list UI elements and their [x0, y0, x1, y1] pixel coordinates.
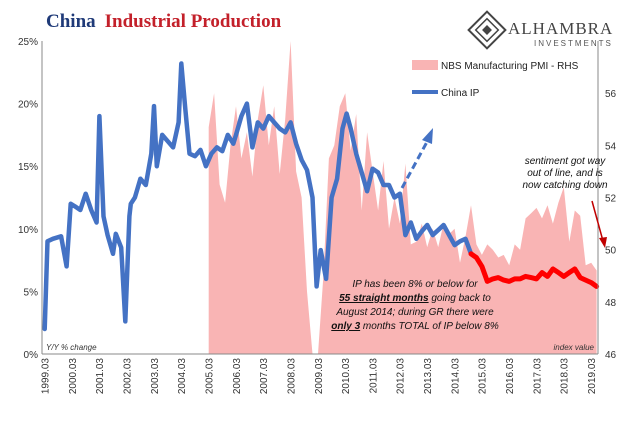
ip-note-highlight-months: 55 straight months — [339, 293, 429, 304]
x-tick-label: 2011.03 — [368, 358, 379, 394]
left-tick-label: 5% — [24, 287, 39, 298]
x-tick-label: 2009.03 — [314, 358, 325, 395]
x-tick-label: 2016.03 — [505, 358, 516, 395]
ip-note-highlight-only3: only 3 — [331, 321, 360, 332]
x-axis-ticks: 1999.03 2000.03 2001.03 2002.03 2003.03 2004.… — [41, 358, 598, 395]
right-tick-label: 48 — [605, 298, 617, 309]
right-tick-label: 52 — [605, 194, 617, 205]
left-tick-label: 20% — [18, 100, 38, 111]
right-tick-label: 56 — [605, 89, 617, 100]
x-tick-label: 2018.03 — [560, 358, 571, 395]
sentiment-note-line1: sentiment got way — [525, 156, 607, 167]
ip-line-blue — [42, 61, 474, 332]
chart-title: China Industrial Production — [46, 11, 282, 32]
left-axis-note: Y/Y % change — [46, 343, 97, 352]
logo-emblem-icon — [467, 10, 507, 50]
right-tick-label: 54 — [605, 141, 617, 152]
sentiment-note-line2: out of line, and is — [527, 168, 603, 179]
x-tick-label: 2003.03 — [150, 358, 161, 395]
x-tick-label: 2004.03 — [177, 358, 188, 395]
x-tick-label: 2015.03 — [478, 358, 489, 395]
x-tick-label: 2017.03 — [532, 358, 543, 395]
title-part-china: China — [46, 11, 96, 32]
alhambra-logo: ALHAMBRA INVESTMENTS — [467, 10, 613, 50]
legend-ip-label: China IP — [441, 88, 480, 99]
ip-line-layer — [42, 61, 600, 332]
title-part-ip: Industrial Production — [105, 11, 282, 32]
right-axis-ticks: 46 48 50 52 54 56 — [605, 89, 617, 361]
left-tick-label: 15% — [18, 162, 38, 173]
x-tick-label: 2001.03 — [95, 358, 106, 395]
legend-pmi-label: NBS Manufacturing PMI - RHS — [441, 61, 579, 72]
x-tick-label: 2008.03 — [286, 358, 297, 395]
ip-note-line1: IP has been 8% or below for — [352, 279, 478, 290]
downward-red-arrow-icon — [591, 200, 607, 248]
left-tick-label: 10% — [18, 225, 38, 236]
ip-note-line2: 55 straight months going back to — [339, 293, 491, 304]
logo-name: ALHAMBRA — [508, 19, 613, 38]
ip-note-line3: August 2014; during GR there were — [335, 307, 494, 318]
x-tick-label: 2010.03 — [341, 358, 352, 395]
ip-line-red — [468, 251, 600, 289]
x-tick-label: 1999.03 — [41, 358, 52, 395]
x-tick-label: 2014.03 — [450, 358, 461, 395]
right-axis-note: index value — [554, 343, 595, 352]
x-tick-label: 2005.03 — [205, 358, 216, 395]
left-tick-label: 25% — [18, 37, 38, 48]
ip-note-line4: only 3 months TOTAL of IP below 8% — [331, 321, 499, 332]
legend-pmi-swatch — [412, 60, 438, 70]
left-tick-label: 0% — [24, 350, 39, 361]
right-tick-label: 46 — [605, 350, 617, 361]
x-tick-label: 2012.03 — [396, 358, 407, 395]
x-tick-label: 2007.03 — [259, 358, 270, 395]
x-tick-label: 2013.03 — [423, 358, 434, 395]
left-axis-ticks: 0% 5% 10% 15% 20% 25% — [18, 37, 38, 361]
x-tick-label: 2006.03 — [232, 358, 243, 395]
legend: NBS Manufacturing PMI - RHS China IP — [412, 60, 579, 99]
x-tick-label: 2019.03 — [587, 358, 598, 395]
ip-note-line4-rest: months TOTAL of IP below 8% — [360, 321, 499, 332]
sentiment-note-line3: now catching down — [522, 180, 607, 191]
logo-sub: INVESTMENTS — [534, 39, 613, 48]
right-tick-label: 50 — [605, 246, 617, 257]
x-tick-label: 2002.03 — [123, 358, 134, 395]
upward-dashed-arrow-icon — [400, 128, 433, 189]
ip-note-line2-rest: going back to — [429, 293, 492, 304]
x-tick-label: 2000.03 — [68, 358, 79, 395]
